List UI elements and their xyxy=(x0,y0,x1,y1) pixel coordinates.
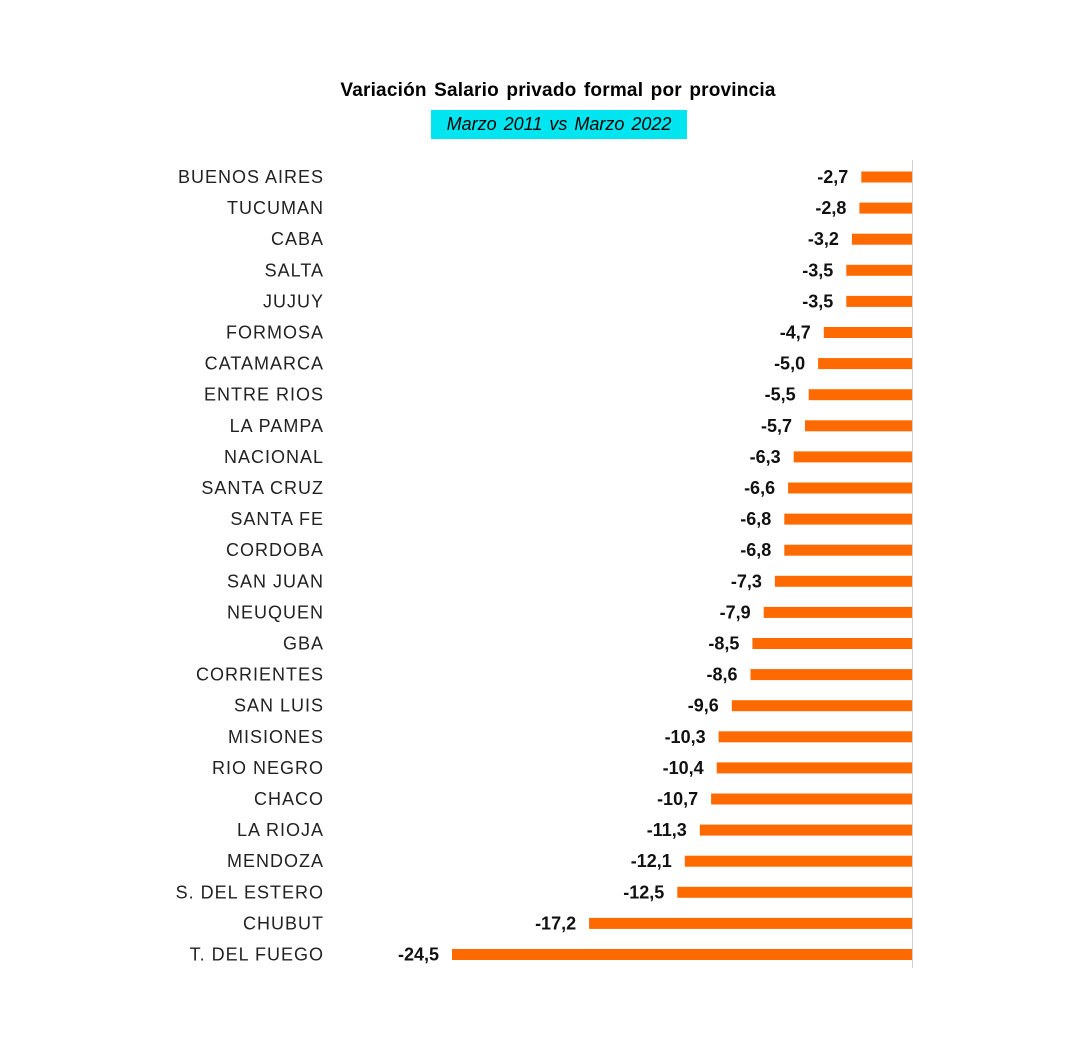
bar xyxy=(823,327,912,338)
bar xyxy=(718,731,912,743)
bar xyxy=(818,358,912,370)
category-label: MISIONES xyxy=(228,727,324,747)
category-label: CORRIENTES xyxy=(196,665,324,685)
bar xyxy=(684,855,912,867)
bar xyxy=(711,793,912,805)
value-label: -12,5 xyxy=(623,882,664,902)
value-labels-group: -2,7 -2,8 -3,2 -3,5 -3,5 -4,7 -5,0 -5,5 -5,7 -6,3… xyxy=(398,167,848,965)
category-label: GBA xyxy=(283,634,324,654)
value-label: -3,5 xyxy=(802,260,833,280)
bar xyxy=(846,264,912,276)
value-label: -6,6 xyxy=(744,478,775,498)
category-label: FORMOSA xyxy=(226,323,324,343)
category-label: T. DEL FUEGO xyxy=(190,945,324,965)
category-label: RIO NEGRO xyxy=(212,758,324,778)
value-label: -6,8 xyxy=(740,540,771,560)
value-label: -5,7 xyxy=(761,416,792,436)
bar xyxy=(716,762,912,774)
value-label: -7,3 xyxy=(731,571,762,591)
category-label: SANTA FE xyxy=(230,509,324,529)
category-label: LA PAMPA xyxy=(230,416,324,436)
category-label: SAN LUIS xyxy=(234,696,324,716)
value-label: -2,8 xyxy=(815,198,846,218)
value-label: -8,5 xyxy=(708,634,739,654)
bar xyxy=(859,202,912,214)
bar xyxy=(750,669,912,681)
value-label: -24,5 xyxy=(398,945,439,965)
bars-group xyxy=(452,171,912,960)
bar xyxy=(784,544,912,556)
category-labels-group: BUENOS AIRES TUCUMAN CABA SALTA JUJUY FORMOSA… xyxy=(176,167,324,965)
category-label: CHUBUT xyxy=(243,913,324,933)
category-label: CATAMARCA xyxy=(205,354,324,374)
chart-title: Variación Salario privado formal por pro… xyxy=(340,80,776,101)
bar xyxy=(774,575,912,587)
category-label: SAN JUAN xyxy=(227,571,324,591)
bar xyxy=(851,233,912,245)
category-label: CABA xyxy=(271,229,324,249)
bar xyxy=(699,824,912,836)
category-label: NACIONAL xyxy=(224,447,324,467)
category-label: NEUQUEN xyxy=(227,602,324,622)
bar xyxy=(784,513,912,525)
bar xyxy=(788,482,912,494)
bar xyxy=(452,949,912,960)
category-label: SALTA xyxy=(265,260,324,280)
value-label: -6,8 xyxy=(740,509,771,529)
value-label: -4,7 xyxy=(780,323,811,343)
chart-subtitle: Marzo 2011 vs Marzo 2022 xyxy=(446,114,672,134)
value-label: -5,5 xyxy=(765,385,796,405)
value-label: -11,3 xyxy=(647,820,687,840)
value-label: -6,3 xyxy=(750,447,781,467)
category-label: LA RIOJA xyxy=(237,820,324,840)
bar xyxy=(861,171,912,183)
value-label: -8,6 xyxy=(706,665,737,685)
value-label: -10,3 xyxy=(665,727,706,747)
category-label: TUCUMAN xyxy=(227,198,324,218)
bar xyxy=(805,420,912,432)
value-label: -3,2 xyxy=(808,229,839,249)
category-label: CORDOBA xyxy=(226,540,324,560)
chart-subtitle-highlight: Marzo 2011 vs Marzo 2022 xyxy=(431,110,687,139)
value-label: -3,5 xyxy=(802,291,833,311)
bar xyxy=(677,886,912,898)
bar xyxy=(589,917,912,929)
value-label: -12,1 xyxy=(631,851,672,871)
value-label: -5,0 xyxy=(774,354,805,374)
value-label: -17,2 xyxy=(535,913,576,933)
category-label: JUJUY xyxy=(263,291,324,311)
bar xyxy=(731,700,912,712)
value-label: -9,6 xyxy=(688,696,719,716)
bar xyxy=(752,638,912,649)
bar xyxy=(808,389,912,401)
value-label: -10,4 xyxy=(663,758,704,778)
category-label: SANTA CRUZ xyxy=(201,478,324,498)
category-label: MENDOZA xyxy=(227,851,324,871)
category-label: CHACO xyxy=(254,789,324,809)
value-label: -7,9 xyxy=(720,602,751,622)
value-label: -2,7 xyxy=(817,167,848,187)
bar xyxy=(846,295,912,307)
category-label: BUENOS AIRES xyxy=(178,167,324,187)
value-label: -10,7 xyxy=(657,789,698,809)
category-label: ENTRE RIOS xyxy=(204,385,324,405)
bar xyxy=(763,606,912,618)
category-label: S. DEL ESTERO xyxy=(176,882,324,902)
bar xyxy=(793,451,912,463)
